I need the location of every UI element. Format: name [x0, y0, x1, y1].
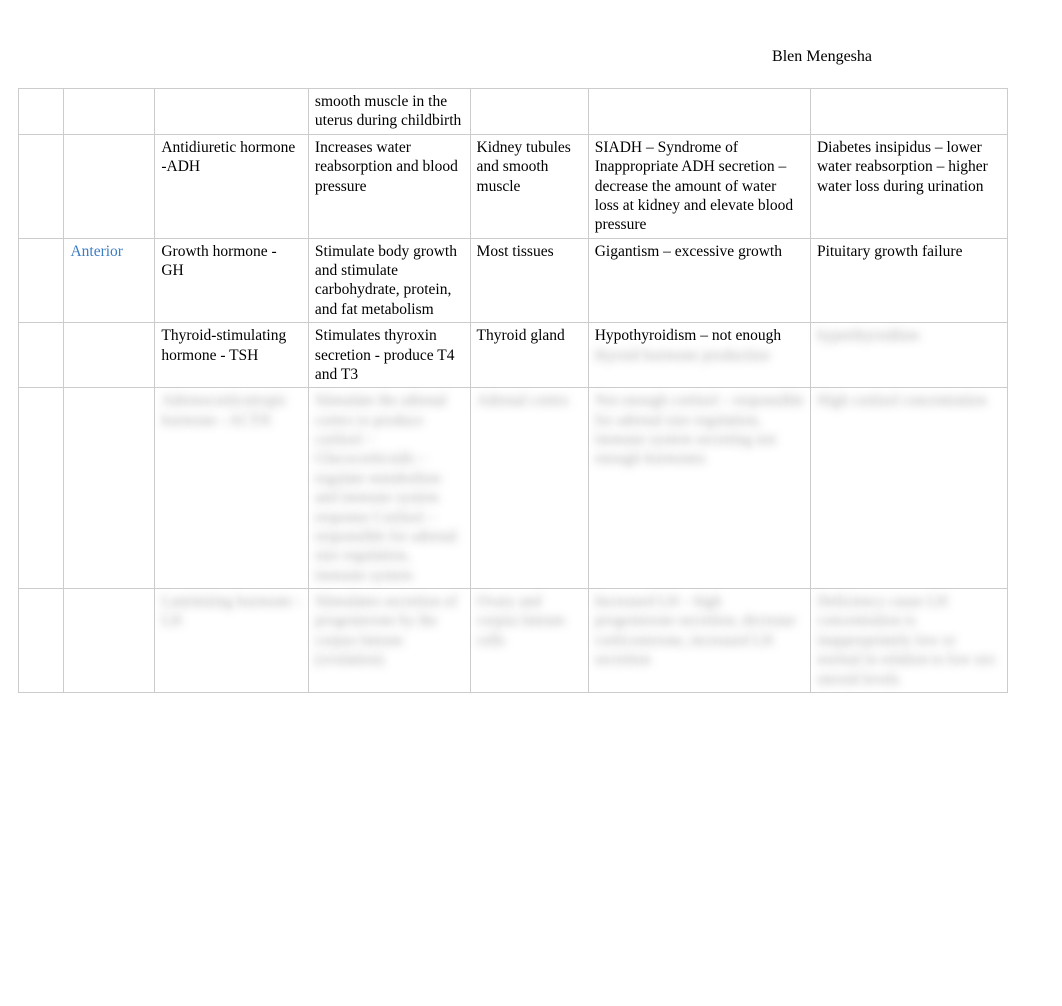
- table-row: Luteinizing hormone - LHStimulates secre…: [19, 589, 1008, 693]
- table-cell: [19, 238, 64, 323]
- table-cell: [64, 589, 155, 693]
- table-cell: Thyroid-stimulating hormone - TSH: [155, 323, 309, 388]
- table-cell: Kidney tubules and smooth muscle: [470, 134, 588, 238]
- table-cell: hyperthyroidism: [810, 323, 1007, 388]
- table-row: Thyroid-stimulating hormone - TSHStimula…: [19, 323, 1008, 388]
- table-cell: Most tissues: [470, 238, 588, 323]
- table-cell: Not enough cortisol – responsible for ad…: [588, 388, 810, 589]
- table-cell: Hypothyroidism – not enough thyroid horm…: [588, 323, 810, 388]
- table-cell: Adrenocorticotropic hormone - ACTH: [155, 388, 309, 589]
- table-cell: Diabetes insipidus – lower water reabsor…: [810, 134, 1007, 238]
- table-row: Antidiuretic hormone -ADHIncreases water…: [19, 134, 1008, 238]
- table-cell: Stimulate the adrenal cortex to produce …: [308, 388, 470, 589]
- table-row: AnteriorGrowth hormone - GHStimulate bod…: [19, 238, 1008, 323]
- table-cell: Increases water reabsorption and blood p…: [308, 134, 470, 238]
- table-cell: [19, 134, 64, 238]
- table-cell: Adrenal cortex: [470, 388, 588, 589]
- table-row: Adrenocorticotropic hormone - ACTHStimul…: [19, 388, 1008, 589]
- table-cell: Antidiuretic hormone -ADH: [155, 134, 309, 238]
- table-cell: Deficiency cause LH concentration is ina…: [810, 589, 1007, 693]
- table-cell: [64, 388, 155, 589]
- table-cell: High cortisol concentration: [810, 388, 1007, 589]
- table-cell: Ovary and corpus luteum cells: [470, 589, 588, 693]
- table-cell: Growth hormone - GH: [155, 238, 309, 323]
- hormone-table: smooth muscle in the uterus during child…: [18, 88, 1008, 693]
- table-cell: Gigantism – excessive growth: [588, 238, 810, 323]
- table-cell: Luteinizing hormone - LH: [155, 589, 309, 693]
- table-cell: Stimulates thyroxin secretion - produce …: [308, 323, 470, 388]
- table-cell: Thyroid gland: [470, 323, 588, 388]
- table-cell: [588, 89, 810, 135]
- table-cell: Stimulates secretion of progesterone by …: [308, 589, 470, 693]
- table-cell: [19, 89, 64, 135]
- author-name: Blen Mengesha: [772, 48, 872, 66]
- table-cell: [64, 134, 155, 238]
- table-cell: [155, 89, 309, 135]
- table-cell: [64, 89, 155, 135]
- table-cell: Pituitary growth failure: [810, 238, 1007, 323]
- table-cell: Increased LH – high progesterone secreti…: [588, 589, 810, 693]
- table-cell: Anterior: [64, 238, 155, 323]
- table-row: smooth muscle in the uterus during child…: [19, 89, 1008, 135]
- table-cell: [19, 323, 64, 388]
- table-cell: [64, 323, 155, 388]
- table-cell: Stimulate body growth and stimulate carb…: [308, 238, 470, 323]
- table-cell: [470, 89, 588, 135]
- hormone-table-container: smooth muscle in the uterus during child…: [18, 88, 1008, 693]
- table-cell: [19, 388, 64, 589]
- table-cell: SIADH – Syndrome of Inappropriate ADH se…: [588, 134, 810, 238]
- table-cell: [810, 89, 1007, 135]
- table-cell: smooth muscle in the uterus during child…: [308, 89, 470, 135]
- table-cell: [19, 589, 64, 693]
